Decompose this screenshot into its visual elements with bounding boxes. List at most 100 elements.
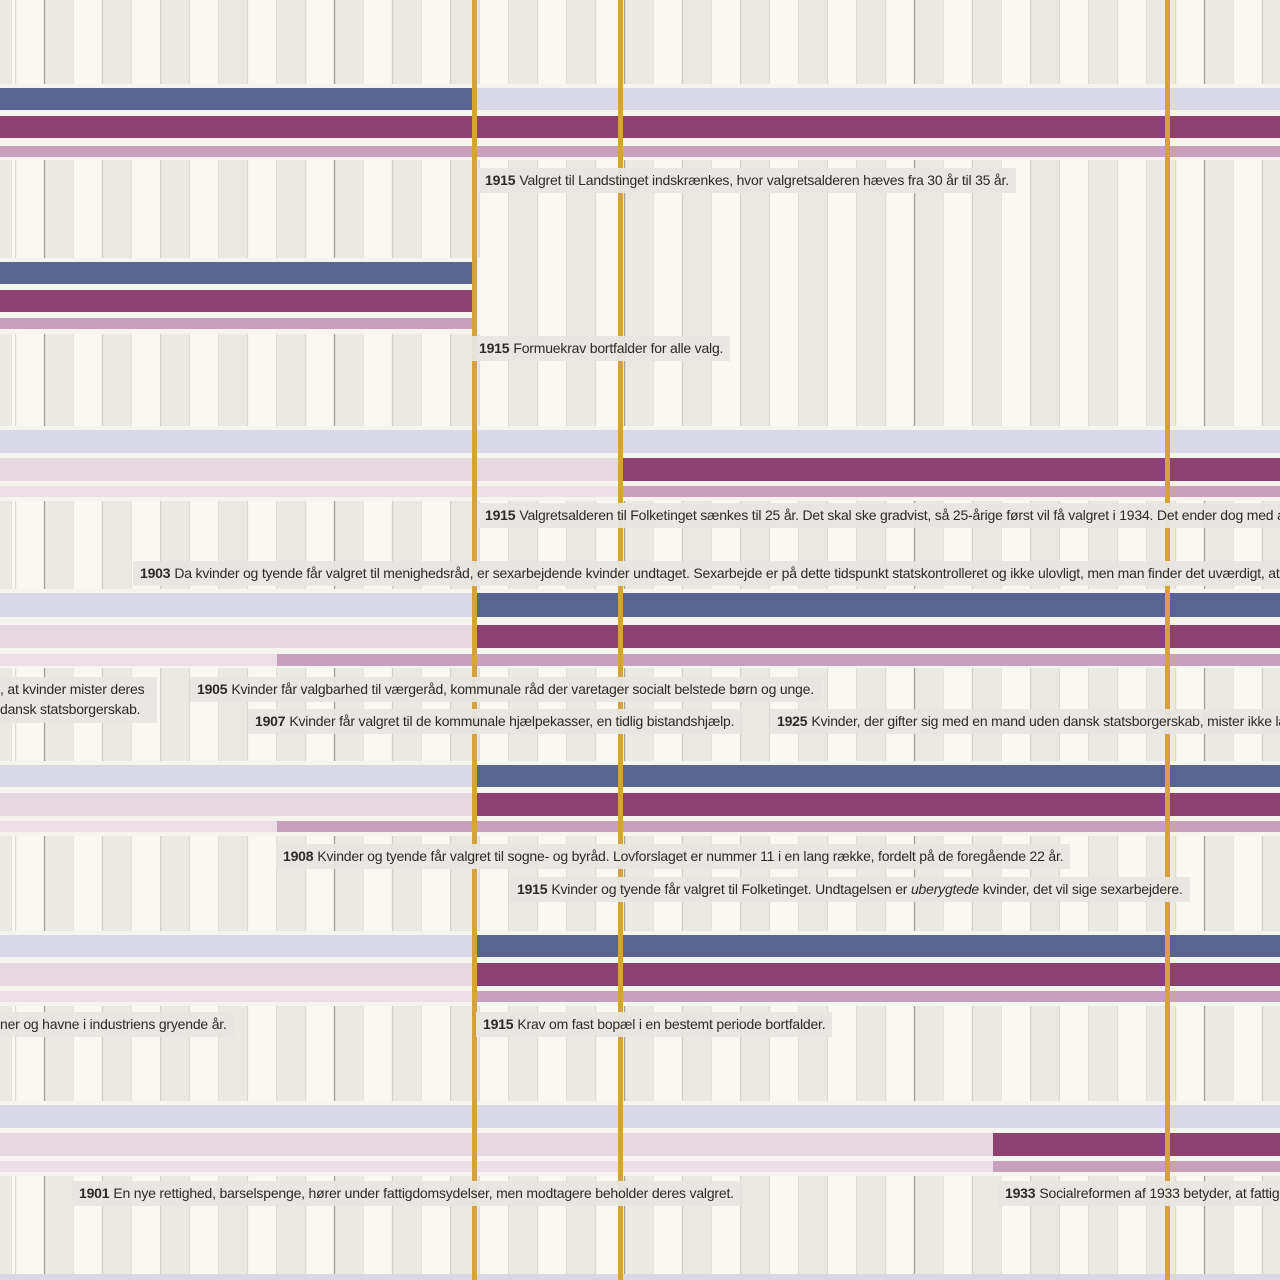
band-plum-f-solid (474, 963, 1280, 986)
band-pink-c (0, 486, 1280, 497)
annotation-year: 1903 (140, 565, 171, 581)
band-blue-d (0, 593, 1280, 617)
band-plum-a (0, 116, 1280, 138)
band-lavender-c-pale (0, 430, 1280, 453)
band-plum-c-pale (0, 458, 620, 481)
band-plum-g (0, 1133, 1280, 1156)
band-pink-b-solid (0, 318, 474, 329)
band-plum-e-pale (0, 793, 474, 816)
annotation-text: Kvinder og tyende får valgret til sogne-… (317, 848, 1064, 864)
milestone-line-1 (472, 0, 477, 1280)
annotation-year: 1915 (483, 1016, 514, 1032)
band-plum-f-pale (0, 963, 474, 986)
milestone-line-2 (618, 0, 623, 1280)
annotation-text: Formuekrav bortfalder for alle valg. (513, 340, 724, 356)
band-pink-b (0, 318, 480, 329)
band-pink-c-solid (620, 486, 1280, 497)
milestone-line-3 (1165, 0, 1170, 1280)
band-pink-e-solid (277, 821, 1280, 832)
annotation-text-pre: Kvinder og tyende får valgret til Folket… (551, 881, 911, 897)
annotation-year: 1915 (485, 507, 516, 523)
band-plum-d-solid (474, 625, 1280, 648)
annotation-text-post: kvinder, det vil sige sexarbejdere. (979, 881, 1183, 897)
band-blue-e-solid (474, 765, 1280, 787)
band-pink-a-solid (0, 146, 1280, 157)
band-lavender-g-pale (0, 1105, 1280, 1128)
band-plum-c-solid (620, 458, 1280, 481)
annotation-1903-menighedsraad: 1903 Da kvinder og tyende får valgret til… (133, 561, 1280, 587)
band-blue-e (0, 765, 1280, 787)
band-pink-g-pale (0, 1161, 993, 1172)
annotation-text: Krav om fast bopæl i en bestemt periode … (517, 1016, 826, 1032)
annotation-text-italic: uberygtede (910, 881, 980, 897)
annotation-year: 1925 (777, 713, 808, 729)
band-pink-e-pale (0, 821, 277, 832)
band-lavender-bottom (0, 1274, 1280, 1280)
annotation-1901-barselspenge: 1901 En nye rettighed, barselspenge, høre… (72, 1181, 741, 1207)
band-pink-d-pale (0, 654, 277, 666)
annotation-text: ner og havne i industriens gryende år. (0, 1016, 227, 1032)
annotation-text: Kvinder får valgret til de kommunale hjæ… (289, 713, 735, 729)
annotation-fragment-statsborgerskab: , at kvinder mister deres dansk statsbor… (0, 677, 157, 723)
annotation-fragment-industrien: ner og havne i industriens gryende år. (0, 1012, 234, 1038)
band-plum-f (0, 963, 1280, 986)
annotation-text: En nye rettighed, barselspenge, hører un… (113, 1185, 734, 1201)
annotation-1915-bopael: 1915 Krav om fast bopæl i en bestemt peri… (476, 1012, 833, 1038)
band-blue-a-pale (474, 88, 1280, 110)
band-plum-e (0, 793, 1280, 816)
band-plum-g-pale (0, 1133, 993, 1156)
annotation-1905-vaergeraad: 1905 Kvinder får valgbarhed til værgeråd,… (190, 677, 821, 703)
annotation-1915-formuekrav: 1915 Formuekrav bortfalder for alle valg. (472, 336, 731, 362)
annotation-1908-sogneraad: 1908 Kvinder og tyende får valgret til so… (276, 844, 1071, 870)
annotation-year: 1915 (517, 881, 548, 897)
annotation-1907-hjaelpekasser: 1907 Kvinder får valgret til de kommunale… (248, 709, 742, 735)
band-blue-f-solid (474, 935, 1280, 957)
band-blue-e-pale (0, 765, 474, 787)
annotation-year: 1905 (197, 681, 228, 697)
annotation-year: 1915 (485, 172, 516, 188)
annotation-1925-statsborgerskab: 1925 Kvinder, der gifter sig med en mand … (770, 709, 1280, 735)
band-blue-f (0, 935, 1280, 957)
annotation-1915-valgretsalder: 1915 Valgretsalderen til Folketinget sænk… (478, 503, 1280, 529)
annotation-year: 1907 (255, 713, 286, 729)
annotation-text: Da kvinder og tyende får valgret til men… (174, 565, 1280, 581)
annotation-fragment-line1: , at kvinder mister deres (0, 681, 145, 697)
band-blue-b (0, 262, 480, 284)
band-plum-a-solid (0, 116, 1280, 138)
band-pink-d (0, 654, 1280, 666)
band-lavender-g (0, 1105, 1280, 1128)
band-pink-f-pale (0, 991, 474, 1002)
annotation-fragment-line2: dansk statsborgerskab. (0, 701, 141, 718)
band-plum-d (0, 625, 1280, 648)
band-plum-b-solid (0, 290, 474, 312)
annotation-1915-folketinget: 1915 Kvinder og tyende får valgret til Fo… (510, 877, 1190, 903)
band-blue-d-solid (474, 593, 1280, 617)
band-plum-g-solid (993, 1133, 1280, 1156)
band-pink-g-solid (993, 1161, 1280, 1172)
band-lavender-bottom-pale (0, 1274, 1280, 1280)
annotation-text: Valgret til Landstinget indskrænkes, hvo… (519, 172, 1009, 188)
band-blue-f-pale (0, 935, 474, 957)
band-pink-a (0, 146, 1280, 157)
band-pink-e (0, 821, 1280, 832)
band-plum-c (0, 458, 1280, 481)
band-pink-d-solid (277, 654, 1280, 666)
annotation-1915-landsting: 1915 Valgret til Landstinget indskrænkes,… (478, 168, 1016, 194)
annotation-year: 1901 (79, 1185, 110, 1201)
annotation-text: Kvinder får valgbarhed til værgeråd, kom… (231, 681, 814, 697)
annotation-year: 1915 (479, 340, 510, 356)
band-blue-a-solid (0, 88, 474, 110)
annotation-1933-socialreform: 1933 Socialreformen af 1933 betyder, at f… (998, 1181, 1280, 1207)
band-blue-b-solid (0, 262, 474, 284)
band-pink-g (0, 1161, 1280, 1172)
band-lavender-c (0, 430, 1280, 453)
annotation-year: 1908 (283, 848, 314, 864)
band-plum-d-pale (0, 625, 474, 648)
annotation-text: Valgretsalderen til Folketinget sænkes t… (519, 507, 1280, 523)
band-blue-d-pale (0, 593, 474, 617)
band-pink-f (0, 991, 1280, 1002)
band-blue-a (0, 88, 1280, 110)
annotation-year: 1933 (1005, 1185, 1036, 1201)
annotation-text: Socialreformen af 1933 betyder, at fatti… (1039, 1185, 1280, 1201)
